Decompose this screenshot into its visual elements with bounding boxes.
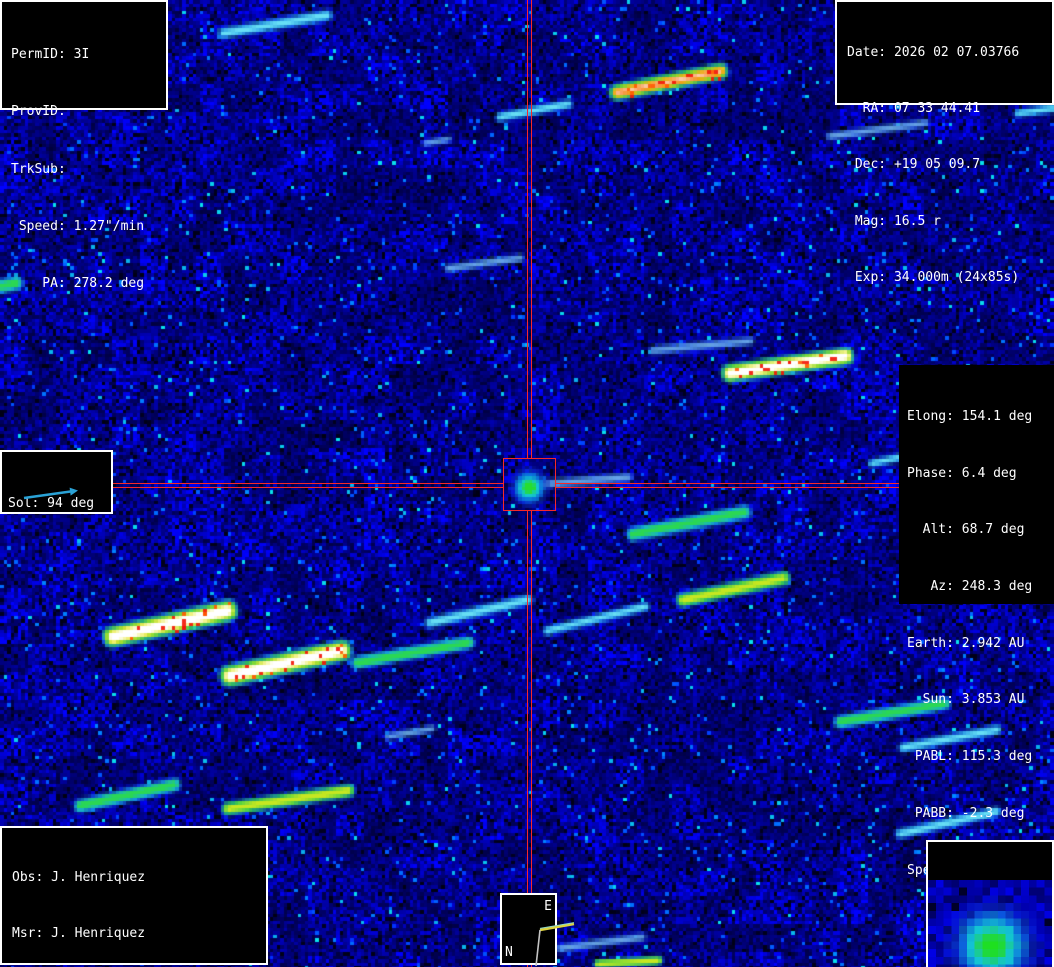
compass-axes-icon [535, 922, 575, 967]
target-marker-box [503, 458, 556, 511]
crosshair-horizontal-line [556, 486, 1054, 488]
earth-line: Earth: 2.942 AU [907, 635, 1025, 651]
geometry-panel: Elong: 154.1 deg Phase: 6.4 deg Alt: 68.… [899, 365, 1054, 934]
crosshair-horizontal-line [556, 482, 1054, 484]
ephemeris-panel: Date: 2026 02 07.03766 RA: 07 33 44.41 D… [835, 0, 1054, 285]
permid-line: PermID: 3I [11, 47, 90, 63]
crosshair-vertical-line [530, 511, 532, 967]
dec-line: Dec: +19 05 09.7 [847, 157, 981, 173]
target-info-panel: PermID: 3I ProvID: TrkSub: Speed: 1.27"/… [0, 0, 168, 291]
mag-line: Mag: 16.5 r [847, 213, 941, 229]
exp-line: Exp: 34.000m (24x85s) [847, 270, 1020, 286]
observer-panel: Obs: J. Henriquez Msr: J. Henriquez Stn:… [0, 826, 268, 965]
trksub-line: TrkSub: [11, 161, 74, 177]
crosshair-vertical-line [530, 0, 532, 458]
pabb-line: PABB: -2.3 deg [907, 805, 1025, 821]
compass-east-label: E [544, 899, 552, 914]
sun-direction-panel: Sol: 94 deg [0, 450, 113, 514]
provid-line: ProvID: [11, 104, 74, 120]
sun-line: Sun: 3.853 AU [907, 692, 1025, 708]
elong-line: Elong: 154.1 deg [907, 408, 1033, 424]
target-zoom-canvas [928, 880, 1052, 967]
msr-line: Msr: J. Henriquez [12, 925, 146, 941]
alt-line: Alt: 68.7 deg [907, 522, 1025, 538]
pa-line: PA: 278.2 deg [11, 276, 145, 292]
pabl-line: PABL: 115.3 deg [907, 749, 1033, 765]
crosshair-horizontal-line [0, 486, 503, 488]
phase-line: Phase: 6.4 deg [907, 465, 1017, 481]
obs-line: Obs: J. Henriquez [12, 870, 146, 886]
az-line: Az: 248.3 deg [907, 578, 1033, 594]
sol-label: Sol: 94 deg [8, 496, 95, 512]
compass-north-label: N [505, 944, 513, 960]
compass-panel: E N [500, 893, 575, 967]
sun-direction-arrow-icon [23, 487, 78, 500]
crosshair-vertical-line [526, 0, 528, 458]
crosshair-horizontal-line [0, 482, 503, 484]
target-zoom-inset [926, 840, 1054, 967]
ra-line: RA: 07 33 44.41 [847, 100, 981, 116]
crosshair-vertical-line [526, 511, 528, 967]
date-line: Date: 2026 02 07.03766 [847, 44, 1020, 60]
speed-line: Speed: 1.27"/min [11, 219, 145, 235]
